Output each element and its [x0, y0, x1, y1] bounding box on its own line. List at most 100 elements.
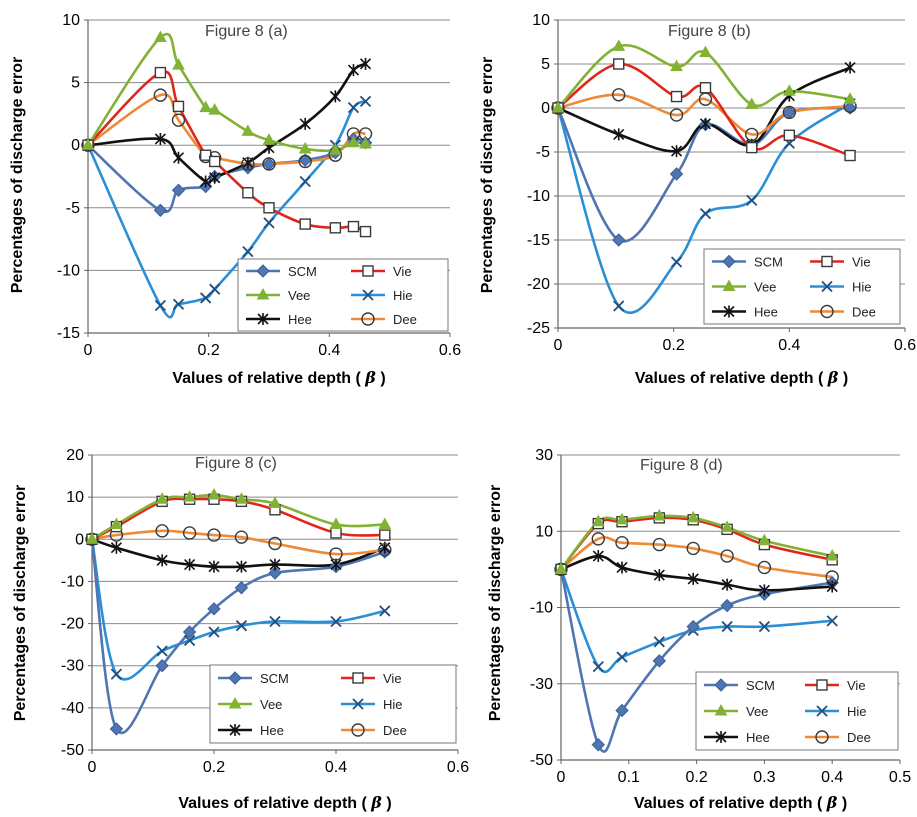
legend-label-hee: Hee	[260, 723, 284, 738]
data-point-vee	[235, 492, 248, 504]
data-point-hie	[200, 292, 212, 304]
x-axis-title: Values of relative depth ( β )	[634, 793, 847, 812]
data-point-hee	[687, 572, 699, 585]
data-point-dee	[591, 532, 605, 546]
data-point-vie	[299, 218, 311, 230]
x-tick-label: 0.1	[618, 769, 640, 786]
data-point-dee	[615, 535, 629, 550]
data-point-vie	[154, 66, 167, 79]
legend-label-scm: SCM	[746, 678, 775, 693]
data-point-scm	[153, 203, 168, 218]
x-tick-label: 0.6	[439, 342, 461, 359]
y-tick-label: -10	[530, 600, 553, 617]
data-point-hie	[235, 620, 248, 632]
legend-marker-scm	[228, 671, 242, 685]
x-tick-label: 0.4	[778, 337, 800, 354]
data-point-vee	[268, 496, 282, 508]
y-tick-label: 30	[535, 447, 553, 464]
data-point-hie	[746, 194, 758, 207]
data-point-vee	[745, 97, 759, 109]
data-point-hie	[172, 298, 185, 310]
x-axis-title-text: Values of relative depth (	[172, 370, 365, 387]
y-tick-label: -15	[527, 232, 550, 249]
data-point-vee	[612, 39, 626, 51]
data-point-hee	[209, 171, 221, 184]
data-point-hee	[592, 550, 604, 563]
y-tick-label: -5	[536, 144, 550, 161]
y-tick-label: -50	[530, 752, 553, 769]
data-point-vee	[241, 124, 255, 136]
data-point-scm	[234, 581, 249, 595]
data-point-vee	[591, 514, 605, 527]
y-axis-title: Percentages of discharge error	[487, 485, 504, 722]
legend-marker-hee	[723, 305, 735, 318]
data-point-vee	[172, 58, 185, 70]
chart-panel-b: -25 -20 -15 -10 -5 0 5 10 0 0.2 0.4 0.6 Figure 8 (b)…	[479, 12, 916, 387]
data-point-hie	[299, 175, 311, 188]
y-tick-label: -10	[61, 573, 84, 590]
y-tick-label: -30	[530, 676, 553, 693]
data-point-scm	[207, 602, 221, 616]
data-point-hie	[263, 217, 275, 229]
data-point-vee	[652, 508, 666, 521]
data-point-hee	[184, 558, 196, 571]
legend-marker-vee	[722, 279, 736, 291]
data-point-vee	[199, 100, 212, 113]
legend-marker-scm	[714, 678, 728, 692]
data-point-dee	[182, 526, 197, 540]
data-point-vie	[379, 529, 391, 541]
y-tick-label: 10	[535, 523, 553, 540]
x-axis-title-text: Values of relative depth (	[634, 795, 827, 812]
series-line-hee	[560, 554, 833, 592]
data-point-vee	[843, 92, 857, 104]
chart-panel-c: -50 -40 -30 -20 -10 0 10 20 0 0.2 0.4 0.6 Figure 8 (…	[12, 447, 469, 812]
y-tick-label: -50	[61, 742, 84, 759]
y-tick-label: -10	[527, 188, 550, 205]
data-point-scm	[591, 738, 605, 752]
data-point-vie	[330, 527, 342, 539]
data-point-dee	[171, 113, 186, 127]
data-point-dee	[241, 157, 255, 171]
data-point-hie	[592, 660, 604, 673]
chart-panel-d: -50 -30 -10 10 30 0 0.1 0.2 0.3 0.4 0.5 Figure 8 (d…	[487, 447, 911, 812]
y-tick-label: 10	[62, 12, 80, 29]
data-point-vee	[782, 84, 796, 96]
data-point-vee	[359, 136, 372, 149]
data-point-hie	[379, 605, 391, 617]
data-point-hie	[208, 626, 220, 638]
legend-label-vie: Vie	[393, 264, 412, 279]
legend-label-dee: Dee	[383, 723, 407, 738]
x-tick-label: 0.6	[894, 337, 916, 354]
legend-label-hie: Hie	[852, 280, 872, 295]
y-tick-label: -40	[61, 700, 84, 717]
data-point-vee	[207, 487, 221, 500]
data-point-dee	[720, 549, 734, 563]
data-point-vie	[242, 187, 254, 199]
x-tick-label: 0.2	[198, 342, 220, 359]
data-point-scm	[268, 566, 282, 580]
legend-label-hee: Hee	[754, 305, 778, 320]
x-axis-symbol-beta: β	[827, 368, 839, 387]
legend-label-vie: Vie	[847, 678, 866, 693]
data-point-hee	[235, 560, 248, 573]
legend-marker-hie	[816, 705, 828, 717]
data-point-vee	[347, 135, 360, 148]
legend-label-vee: Vee	[754, 280, 776, 295]
data-point-vie	[263, 202, 275, 214]
data-point-hie	[826, 615, 838, 627]
y-axis-title: Percentages of discharge error	[479, 57, 496, 294]
x-tick-label: 0.5	[889, 769, 911, 786]
x-tick-label: 0.4	[318, 342, 340, 359]
data-point-vee	[208, 103, 222, 115]
legend-marker-hie	[352, 698, 364, 710]
data-point-hie	[359, 95, 372, 108]
legend-label-dee: Dee	[393, 312, 417, 327]
legend: SCM Vie Vee Hie Hee Dee	[703, 248, 901, 325]
data-point-hie	[347, 102, 360, 114]
legend-label-vee: Vee	[746, 704, 768, 719]
data-point-hee	[758, 584, 770, 597]
legend-label-hie: Hie	[393, 288, 413, 303]
x-axis-title: Values of relative depth ( β )	[635, 368, 848, 387]
data-point-hie	[110, 668, 123, 680]
